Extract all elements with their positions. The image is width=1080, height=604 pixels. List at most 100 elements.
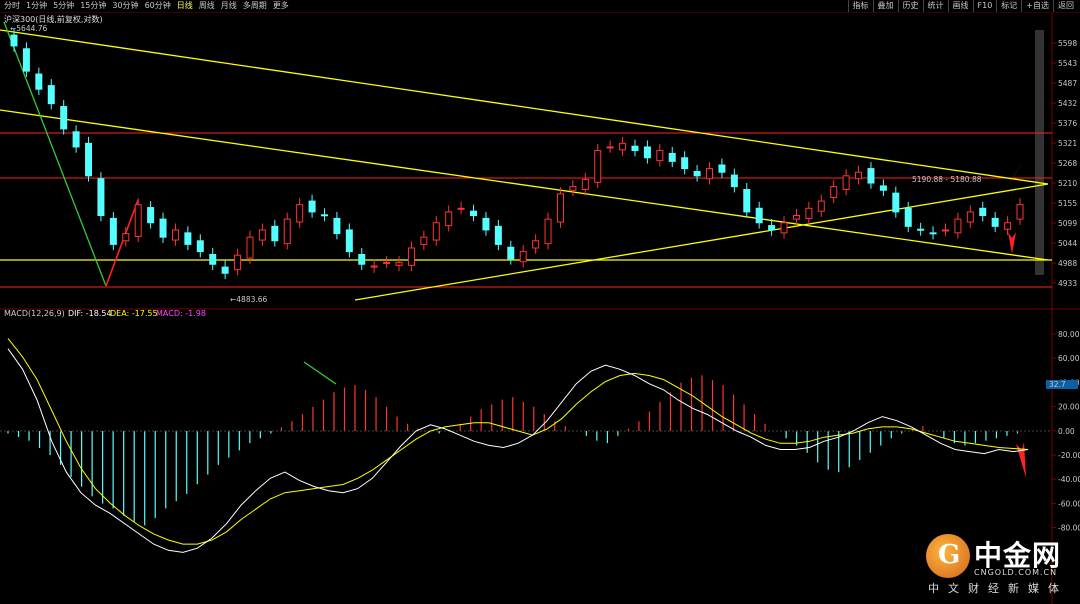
tool-button-6[interactable]: 标记 <box>996 0 1021 12</box>
period-tab-9[interactable]: 多周期 <box>242 1 267 10</box>
tool-button-8[interactable]: 返回 <box>1053 0 1078 12</box>
candle-body <box>296 204 304 223</box>
macd-dea: DEA: -17.55 <box>110 309 158 318</box>
tool-button-2[interactable]: 历史 <box>897 0 923 12</box>
candle-body <box>842 175 850 191</box>
tool-button-5[interactable]: F10 <box>972 0 997 12</box>
candle-body <box>656 150 664 162</box>
candle-body <box>817 200 825 212</box>
scrollbar <box>1035 30 1044 275</box>
period-tab-1[interactable]: 1分钟 <box>26 1 48 10</box>
candle-body <box>482 217 490 231</box>
period-tab-5[interactable]: 60分钟 <box>144 1 171 10</box>
price-tick-label: 5099 <box>1058 219 1077 228</box>
candle-body <box>805 207 813 219</box>
candle-body <box>941 229 949 232</box>
macd-tick-label: -80.00 <box>1058 524 1080 533</box>
price-tick-label: 4933 <box>1058 279 1077 288</box>
price-tick-label: 5487 <box>1058 79 1077 88</box>
period-tab-8[interactable]: 月线 <box>220 1 237 10</box>
candle-body <box>855 171 863 180</box>
gold-coin-icon: G <box>926 534 970 578</box>
candle-body <box>383 261 391 264</box>
candle-body <box>867 168 875 184</box>
price-tick-label: 5268 <box>1058 159 1077 168</box>
candle-body <box>830 186 838 198</box>
candle-body <box>271 225 279 242</box>
candle-body <box>643 146 651 159</box>
tool-button-3[interactable]: 统计 <box>922 0 948 12</box>
kline-chart[interactable]: 5598 5543 5487 5432 5376 5321 5268 5210 5155 5099… <box>0 12 1080 604</box>
candle-body <box>718 164 726 173</box>
candle-body <box>581 178 589 191</box>
candle-body <box>1004 222 1012 230</box>
period-tab-6[interactable]: 日线 <box>176 1 193 10</box>
logo-tagline: 中文财经新媒体 <box>928 582 1068 595</box>
candle-body <box>22 48 30 72</box>
red-arrow-icon <box>1008 162 1022 186</box>
candle-body <box>457 207 465 210</box>
candle-body <box>209 253 217 265</box>
candle-body <box>134 204 142 237</box>
candle-body <box>407 247 415 266</box>
dif-line <box>7 348 1029 553</box>
candle-body <box>743 189 751 213</box>
candle-body <box>892 192 900 213</box>
period-tabs: 分时 1分钟 5分钟 15分钟 30分钟 60分钟 日线 周线 月线 多周期 更多 <box>4 0 295 12</box>
candle-body <box>72 131 80 148</box>
price-tick-label: 4988 <box>1058 259 1077 268</box>
candle-body <box>730 174 738 188</box>
period-tab-3[interactable]: 15分钟 <box>80 1 107 10</box>
drawn-arrow-green <box>303 361 337 385</box>
tool-button-0[interactable]: 指标 <box>847 0 873 12</box>
tool-button-1[interactable]: 叠加 <box>872 0 898 12</box>
candle-body <box>569 186 577 191</box>
macd-tick-label: 20.00 <box>1058 403 1080 412</box>
period-toolbar: 分时 1分钟 5分钟 15分钟 30分钟 60分钟 日线 周线 月线 多周期 更多 指标 叠加 历史 统计… <box>0 0 1080 13</box>
tool-button-4[interactable]: 画线 <box>947 0 973 12</box>
candle-body <box>47 85 55 105</box>
candle-body <box>929 232 937 235</box>
candle-body <box>954 218 962 234</box>
candle-body <box>556 193 564 223</box>
price-tick-label: 5543 <box>1058 59 1077 68</box>
period-tab-4[interactable]: 30分钟 <box>112 1 139 10</box>
candle-body <box>10 34 18 47</box>
candle-body <box>258 229 266 241</box>
candle-body <box>221 266 229 274</box>
candle-body <box>358 253 366 265</box>
low-price-label: ←4883.66 <box>230 295 268 304</box>
candle-body <box>668 152 676 162</box>
candle-body <box>631 145 639 152</box>
candle-body <box>1016 204 1024 220</box>
candle-body <box>755 207 763 224</box>
candle-body <box>966 211 974 223</box>
candle-body <box>706 168 714 180</box>
period-tab-0[interactable]: 分时 <box>4 1 20 10</box>
candle-body <box>792 215 800 220</box>
price-tick-label: 5598 <box>1058 39 1077 48</box>
candle-body <box>681 157 689 170</box>
price-tick-label: 5210 <box>1058 179 1077 188</box>
logo-text: 中金网 <box>974 539 1062 572</box>
candle-body <box>246 236 254 259</box>
trendline-middle <box>0 109 1049 261</box>
candle-body <box>979 207 987 217</box>
price-tick-label: 5432 <box>1058 99 1077 108</box>
candle-body <box>159 218 167 238</box>
candle-body <box>97 178 105 217</box>
candle-body <box>991 217 999 227</box>
tool-button-7[interactable]: +自选 <box>1021 0 1053 12</box>
candle-body <box>85 142 93 177</box>
period-tab-2[interactable]: 5分钟 <box>53 1 75 10</box>
candle-body <box>519 251 527 263</box>
drawn-arrow-green <box>3 21 107 287</box>
candle-body <box>494 225 502 245</box>
candle-body <box>768 225 776 231</box>
candle-body <box>594 150 602 183</box>
macd-marker-label: 32.7 <box>1049 380 1066 389</box>
trendline-top <box>0 29 1049 185</box>
candle-body <box>283 218 291 245</box>
period-tab-7[interactable]: 周线 <box>198 1 215 10</box>
period-tab-10[interactable]: 更多 <box>272 1 289 10</box>
